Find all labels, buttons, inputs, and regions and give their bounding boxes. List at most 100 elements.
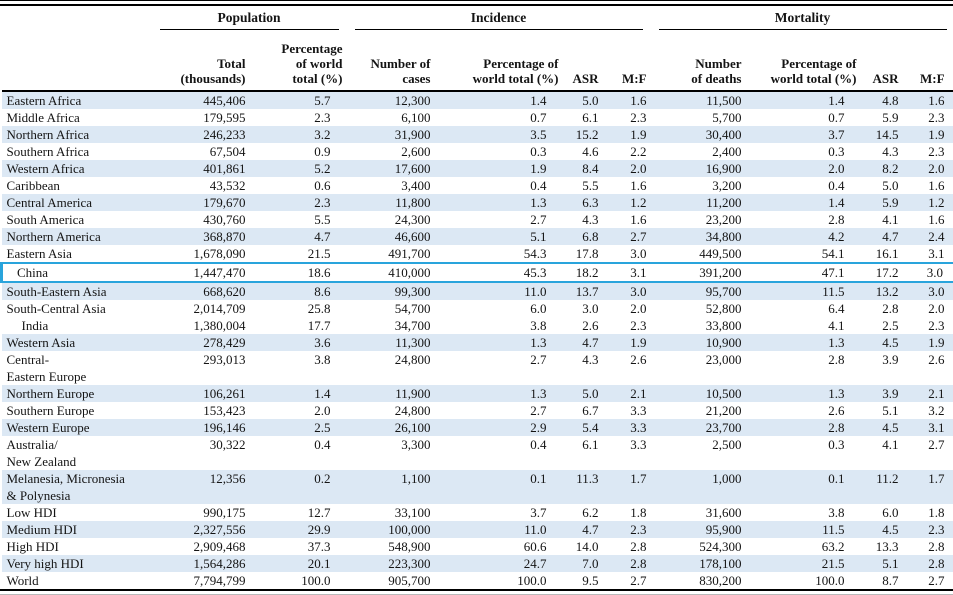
cell-inc-cases: 2,600 bbox=[347, 143, 435, 160]
region-label: Caribbean bbox=[2, 177, 152, 194]
cell-mort-deaths: 10,500 bbox=[651, 385, 746, 402]
cell-mort-pct: 100.0 bbox=[746, 572, 861, 589]
cell-mort-pct: 21.5 bbox=[746, 555, 861, 572]
cell-inc-asr: 4.3 bbox=[563, 211, 603, 228]
cell-mort-mf: 1.2 bbox=[903, 194, 953, 211]
column-header-mort-mf: M:F bbox=[903, 30, 953, 91]
cell-inc-cases: 548,900 bbox=[347, 538, 435, 555]
cell-pop-pct: 0.2 bbox=[250, 470, 347, 504]
cell-mort-mf: 3.0 bbox=[903, 282, 953, 300]
cell-inc-mf: 2.8 bbox=[603, 538, 651, 555]
mortality-group-label: Mortality bbox=[659, 10, 947, 30]
cell-pop-pct: 18.6 bbox=[250, 263, 347, 282]
cell-mort-asr: 13.2 bbox=[861, 282, 903, 300]
cell-inc-asr: 5.5 bbox=[563, 177, 603, 194]
cell-mort-mf: 2.4 bbox=[903, 228, 953, 245]
cell-inc-pct: 11.0 bbox=[435, 521, 563, 538]
cell-mort-deaths: 11,500 bbox=[651, 91, 746, 109]
cell-inc-asr: 6.1 bbox=[563, 109, 603, 126]
region-label: Northern America bbox=[2, 228, 152, 245]
cell-inc-asr: 13.7 bbox=[563, 282, 603, 300]
cell-inc-mf: 2.0 bbox=[603, 160, 651, 177]
cell-pop-total: 668,620 bbox=[152, 282, 250, 300]
cell-pop-pct: 8.6 bbox=[250, 282, 347, 300]
cell-inc-cases: 24,800 bbox=[347, 402, 435, 419]
cell-pop-total: 67,504 bbox=[152, 143, 250, 160]
cell-inc-mf: 1.2 bbox=[603, 194, 651, 211]
cell-mort-mf: 2.3 bbox=[903, 109, 953, 126]
cell-pop-pct: 2.3 bbox=[250, 194, 347, 211]
cell-inc-cases: 223,300 bbox=[347, 555, 435, 572]
cell-inc-pct: 45.3 bbox=[435, 263, 563, 282]
cell-mort-asr: 16.1 bbox=[861, 245, 903, 263]
cell-pop-pct: 3.8 bbox=[250, 351, 347, 385]
cell-mort-mf: 3.0 bbox=[903, 263, 953, 282]
cell-pop-total: 153,423 bbox=[152, 402, 250, 419]
cell-pop-pct: 0.4 bbox=[250, 436, 347, 470]
column-header-row: Total (thousands) Percentage of world to… bbox=[2, 30, 953, 91]
cell-inc-cases: 491,700 bbox=[347, 245, 435, 263]
cell-inc-mf: 1.6 bbox=[603, 211, 651, 228]
cell-mort-pct: 0.4 bbox=[746, 177, 861, 194]
cell-inc-cases: 17,600 bbox=[347, 160, 435, 177]
cell-inc-asr: 18.2 bbox=[563, 263, 603, 282]
region-label: Medium HDI bbox=[2, 521, 152, 538]
cell-inc-cases: 24,800 bbox=[347, 351, 435, 385]
cell-pop-pct: 25.8 bbox=[250, 300, 347, 317]
cell-inc-mf: 1.9 bbox=[603, 126, 651, 143]
cell-mort-deaths: 2,500 bbox=[651, 436, 746, 470]
cell-pop-pct: 0.9 bbox=[250, 143, 347, 160]
cell-pop-total: 179,595 bbox=[152, 109, 250, 126]
cell-inc-mf: 1.6 bbox=[603, 177, 651, 194]
region-label: Southern Africa bbox=[2, 143, 152, 160]
cell-inc-asr: 6.3 bbox=[563, 194, 603, 211]
column-header-pop-pct: Percentage of world total (%) bbox=[250, 30, 347, 91]
cell-pop-total: 445,406 bbox=[152, 91, 250, 109]
cell-mort-pct: 63.2 bbox=[746, 538, 861, 555]
cell-inc-cases: 905,700 bbox=[347, 572, 435, 589]
cell-pop-total: 1,380,004 bbox=[152, 317, 250, 334]
cell-inc-pct: 6.0 bbox=[435, 300, 563, 317]
cell-mort-pct: 3.8 bbox=[746, 504, 861, 521]
cell-inc-cases: 46,600 bbox=[347, 228, 435, 245]
region-label: South America bbox=[2, 211, 152, 228]
cell-mort-pct: 2.8 bbox=[746, 351, 861, 385]
cell-pop-pct: 2.5 bbox=[250, 419, 347, 436]
cell-inc-pct: 1.9 bbox=[435, 160, 563, 177]
cell-pop-total: 2,909,468 bbox=[152, 538, 250, 555]
cell-inc-mf: 1.9 bbox=[603, 334, 651, 351]
region-label: World bbox=[2, 572, 152, 589]
cell-mort-deaths: 30,400 bbox=[651, 126, 746, 143]
region-label: Central America bbox=[2, 194, 152, 211]
cell-pop-total: 246,233 bbox=[152, 126, 250, 143]
region-label: Very high HDI bbox=[2, 555, 152, 572]
cell-inc-asr: 17.8 bbox=[563, 245, 603, 263]
cell-inc-pct: 0.7 bbox=[435, 109, 563, 126]
region-label: Middle Africa bbox=[2, 109, 152, 126]
column-header-inc-pct: Percentage of world total (%) bbox=[435, 30, 563, 91]
cell-inc-mf: 1.6 bbox=[603, 91, 651, 109]
cell-mort-asr: 5.0 bbox=[861, 177, 903, 194]
cell-mort-asr: 5.9 bbox=[861, 194, 903, 211]
cell-pop-pct: 2.0 bbox=[250, 402, 347, 419]
cell-mort-deaths: 33,800 bbox=[651, 317, 746, 334]
cell-inc-cases: 11,300 bbox=[347, 334, 435, 351]
cell-pop-pct: 3.6 bbox=[250, 334, 347, 351]
table-header: Population Incidence Mortality Total (th… bbox=[2, 6, 953, 91]
cell-pop-total: 278,429 bbox=[152, 334, 250, 351]
cell-inc-pct: 3.8 bbox=[435, 317, 563, 334]
cell-mort-asr: 4.8 bbox=[861, 91, 903, 109]
cell-mort-pct: 2.0 bbox=[746, 160, 861, 177]
region-label: High HDI bbox=[2, 538, 152, 555]
